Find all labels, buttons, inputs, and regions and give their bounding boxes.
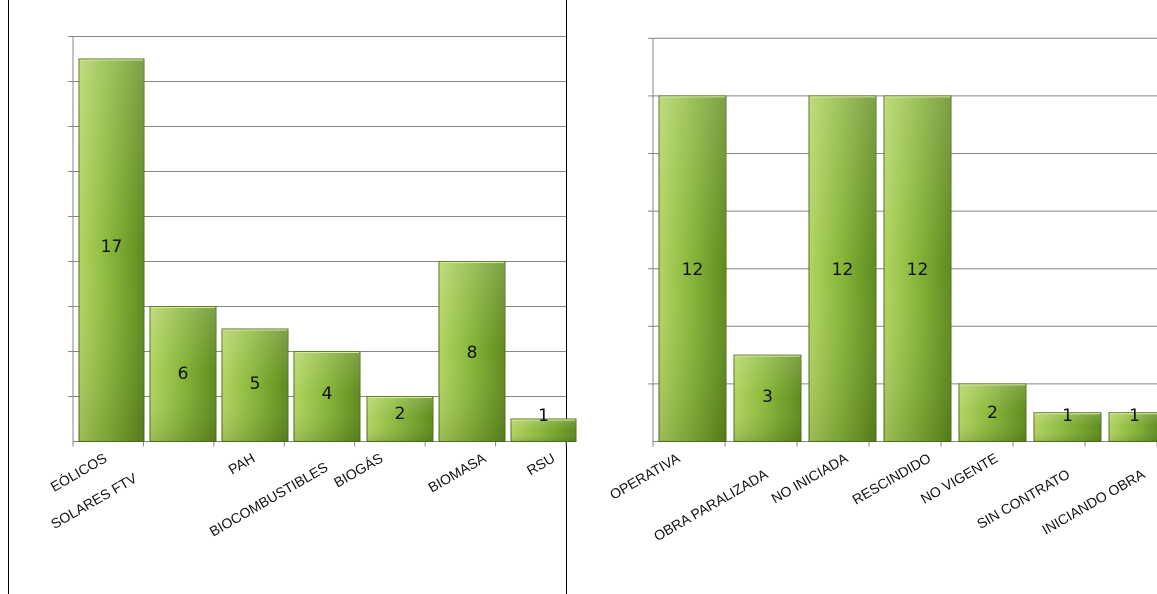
bar bbox=[733, 354, 802, 443]
category-label: BIOGÁS bbox=[331, 450, 385, 491]
bar bbox=[883, 95, 952, 443]
category-label: BIOCOMBUSTIBLES bbox=[207, 459, 331, 540]
bar-shading bbox=[884, 95, 951, 442]
bar-shading bbox=[294, 351, 360, 442]
bar-shading bbox=[367, 396, 433, 442]
bar-shading bbox=[734, 355, 801, 442]
bar bbox=[366, 396, 434, 442]
bar-shading bbox=[222, 329, 288, 442]
bar-value-label: 4 bbox=[322, 384, 333, 404]
bar-shading bbox=[439, 261, 505, 442]
bar-shading bbox=[150, 306, 216, 442]
bar-shading bbox=[79, 59, 144, 442]
bar-value-label: 2 bbox=[987, 403, 998, 423]
bar-shading bbox=[1034, 412, 1101, 442]
category-label: RSU bbox=[524, 450, 558, 479]
bar-value-label: 17 bbox=[101, 237, 123, 257]
bar-value-label: 1 bbox=[1129, 406, 1140, 426]
bar-value-label: 5 bbox=[250, 374, 261, 394]
bar bbox=[958, 383, 1027, 442]
bar bbox=[438, 261, 506, 442]
category-label: NO INICIADA bbox=[768, 449, 851, 506]
bar-shading bbox=[511, 419, 576, 442]
bar-value-label: 12 bbox=[682, 260, 704, 280]
bar-value-label: 1 bbox=[1062, 406, 1073, 426]
bar-value-label: 1 bbox=[538, 406, 549, 426]
category-label: OPERATIVA bbox=[607, 449, 683, 502]
bar bbox=[78, 58, 145, 442]
bar-shading bbox=[659, 95, 726, 442]
bar-shading bbox=[1109, 412, 1157, 442]
category-label: OBRA PARALIZADA bbox=[651, 465, 771, 544]
bar bbox=[149, 306, 217, 442]
bar bbox=[658, 95, 727, 443]
bar-shading bbox=[809, 95, 876, 442]
bar-value-label: 12 bbox=[907, 260, 929, 280]
bar bbox=[1033, 412, 1102, 443]
bar bbox=[221, 328, 289, 442]
bar bbox=[510, 418, 577, 442]
category-label: PAH bbox=[225, 450, 257, 478]
bar bbox=[293, 351, 361, 442]
bar-shading bbox=[959, 383, 1026, 442]
bar-value-label: 8 bbox=[467, 343, 478, 363]
bar-value-label: 3 bbox=[762, 387, 773, 407]
bar bbox=[1108, 412, 1157, 443]
bar bbox=[808, 95, 877, 443]
bar-value-label: 6 bbox=[178, 364, 189, 384]
category-label: BIOMASA bbox=[425, 449, 489, 495]
bar-value-label: 12 bbox=[832, 260, 854, 280]
bar-value-label: 2 bbox=[395, 404, 406, 424]
